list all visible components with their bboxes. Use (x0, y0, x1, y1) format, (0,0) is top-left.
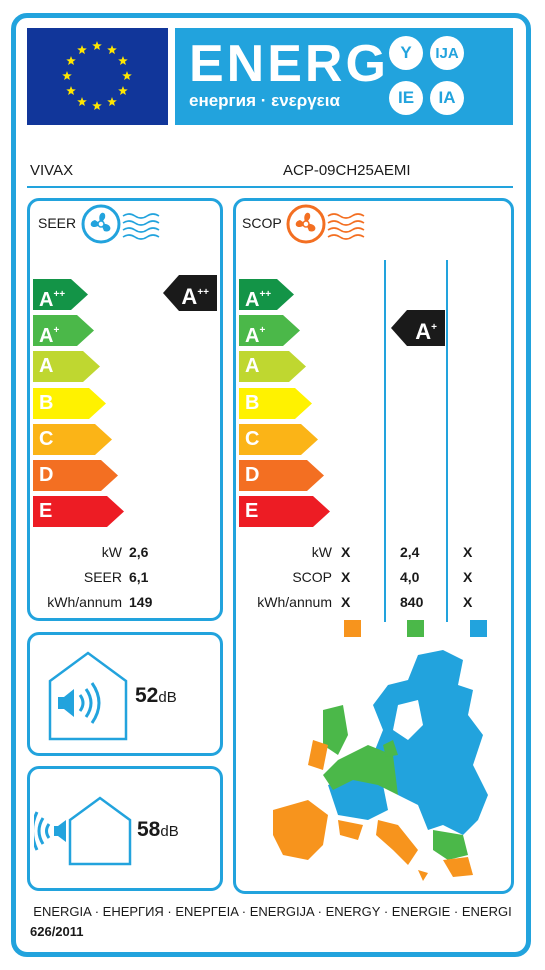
seer-class-letter: A (39, 355, 54, 377)
eu-star-icon (77, 45, 87, 55)
scop-class-letter: B (245, 392, 260, 414)
label-frame (11, 13, 531, 957)
scop-column-divider-2 (446, 260, 448, 622)
eu-flag-icon (27, 28, 168, 125)
outdoor-unit-sound-icon (31, 796, 134, 871)
scop-class-arrow: B (239, 388, 312, 419)
scop-class-letter: A (245, 289, 260, 311)
eu-star-icon (118, 86, 128, 95)
eu-star-icon (92, 41, 102, 50)
scop-class-letter: A (245, 325, 260, 347)
scop-class-superscript: + (259, 325, 266, 336)
eu-star-icon (62, 71, 72, 80)
lang-circle-y: Y (389, 36, 423, 70)
seer-class-letter: D (39, 464, 54, 486)
eu-star-icon (107, 45, 117, 55)
scop-class-letter: E (245, 500, 259, 522)
seer-class-superscript: + (53, 325, 60, 336)
seer-value-seer: 6,1 (129, 569, 149, 585)
seer-class-letter: E (39, 500, 53, 522)
cooling-fan-icon (81, 204, 171, 249)
scop-class-letter: C (245, 428, 260, 450)
scop-average-kwh: 840 (400, 594, 424, 610)
scop-column-divider-1 (384, 260, 386, 622)
scop-warmer-scop: X (463, 569, 473, 585)
warmer-zone-swatch (470, 620, 487, 637)
header-divider (27, 186, 513, 188)
scop-colder-kw: X (341, 544, 351, 560)
scop-average-kw: 2,4 (400, 544, 420, 560)
scop-class-superscript: ++ (259, 289, 272, 300)
indoor-unit-sound-icon (48, 651, 128, 746)
eu-star-icon (118, 56, 128, 65)
seer-label-kwh: kWh/annum (47, 594, 122, 610)
lang-circle-ie: IE (389, 81, 423, 115)
eu-star-icon (66, 86, 76, 95)
scop-class-arrow: E (239, 496, 330, 527)
scop-colder-kwh: X (341, 594, 351, 610)
eu-star-icon (77, 97, 87, 106)
seer-class-superscript: ++ (53, 289, 66, 300)
seer-class-arrow: E (33, 496, 124, 527)
scop-label-kwh: kWh/annum (257, 594, 332, 610)
seer-panel (27, 198, 223, 621)
supplier-brand: VIVAX (30, 162, 74, 179)
seer-class-arrow: D (33, 460, 118, 491)
scop-average-scop: 4,0 (400, 569, 420, 585)
seer-class-letter: A (39, 325, 54, 347)
seer-class-arrow: C (33, 424, 112, 455)
scop-title: SCOP (242, 215, 282, 231)
heating-fan-icon (286, 204, 376, 249)
footer-languages: ENERGIA · ЕНЕРГИЯ · ΕΝΕΡΓΕΙΑ · ENERGIJA … (33, 904, 512, 919)
outdoor-noise-panel (27, 766, 223, 891)
lang-circle-ia: IA (430, 81, 464, 115)
scop-class-arrow: D (239, 460, 324, 491)
energy-title: ENERG (189, 35, 389, 93)
scop-class-letter: D (245, 464, 260, 486)
energy-subtitle: енергия · ενεργεια (189, 91, 340, 110)
scop-class-letter: A (245, 355, 260, 377)
colder-zone-swatch (344, 620, 361, 637)
seer-class-arrow: B (33, 388, 106, 419)
eu-star-icon (107, 97, 117, 106)
indoor-noise-panel (27, 632, 223, 756)
seer-value-kw: 2,6 (129, 544, 149, 560)
scop-colder-scop: X (341, 569, 351, 585)
eu-star-icon (92, 101, 102, 110)
scop-warmer-kwh: X (463, 594, 473, 610)
average-zone-swatch (407, 620, 424, 637)
seer-value-kwh: 149 (129, 594, 153, 610)
seer-class-letter: A (39, 289, 54, 311)
energy-banner: ENERG енергия · ενεργεια Y IJA IE IA (175, 28, 513, 125)
scop-panel (233, 198, 514, 894)
model-identifier: ACP-09CH25AEMI (283, 162, 411, 179)
seer-label-kw: kW (101, 544, 122, 560)
scop-warmer-kw: X (463, 544, 473, 560)
seer-class-letter: C (39, 428, 54, 450)
eu-star-icon (66, 56, 76, 65)
outdoor-noise-value: 58dB (137, 818, 179, 841)
seer-label-seer: SEER (83, 569, 122, 585)
europe-climate-zone-map (268, 645, 498, 895)
eu-star-icon (122, 71, 132, 80)
scop-label-scop: SCOP (292, 569, 332, 585)
scop-label-kw: kW (311, 544, 332, 560)
scop-class-arrow: C (239, 424, 318, 455)
indoor-noise-value: 52dB (135, 684, 177, 707)
seer-title: SEER (38, 215, 77, 231)
regulation-number: 626/2011 (30, 924, 84, 939)
seer-class-letter: B (39, 392, 54, 414)
lang-circle-ija: IJA (430, 36, 464, 70)
